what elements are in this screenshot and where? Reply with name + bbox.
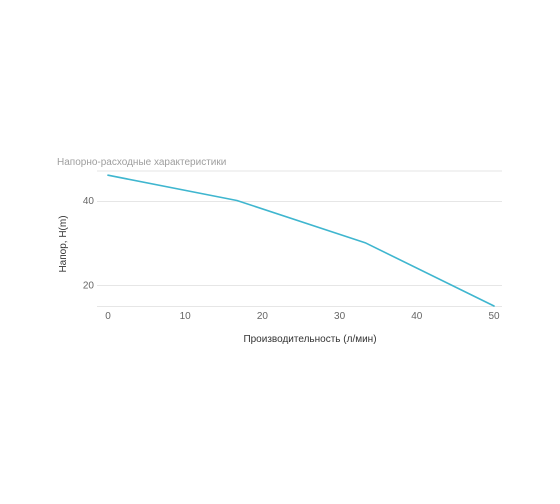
x-tick-label: 40 xyxy=(411,311,423,322)
x-tick-label: 10 xyxy=(180,311,192,322)
y-axis-label: Напор, H(m) xyxy=(58,215,69,272)
y-tick-label: 40 xyxy=(83,196,95,207)
series-layer xyxy=(107,174,495,307)
x-tick-label: 30 xyxy=(334,311,346,322)
series-line-0 xyxy=(107,174,495,307)
y-tick-label: 20 xyxy=(83,280,95,291)
x-tick-label: 0 xyxy=(105,311,111,322)
x-tick-label: 20 xyxy=(257,311,269,322)
chart-title: Напорно-расходные характеристики xyxy=(57,157,226,168)
x-tick-label: 50 xyxy=(488,311,500,322)
grid-lines xyxy=(97,170,502,286)
x-axis-label: Производительность (л/мин) xyxy=(243,334,376,345)
x-tick-labels: 0 10 20 30 40 50 xyxy=(105,311,500,322)
